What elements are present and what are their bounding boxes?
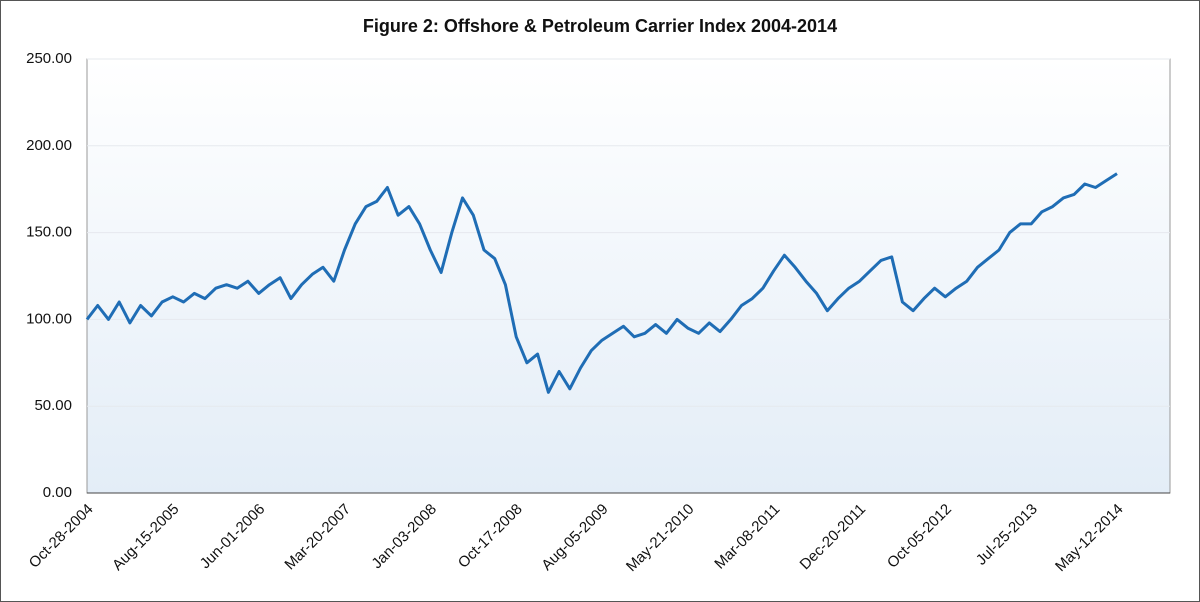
- y-tick-label: 100.00: [26, 310, 72, 327]
- y-tick-label: 0.00: [43, 484, 72, 501]
- y-tick-label: 200.00: [26, 137, 72, 154]
- data-line: [85, 172, 1118, 394]
- chart-title: Figure 2: Offshore & Petroleum Carrier I…: [363, 16, 837, 36]
- y-tick-label: 50.00: [34, 397, 72, 414]
- plot-area: [86, 58, 1171, 494]
- y-tick-label: 250.00: [26, 50, 72, 67]
- y-tick-label: 150.00: [26, 224, 72, 241]
